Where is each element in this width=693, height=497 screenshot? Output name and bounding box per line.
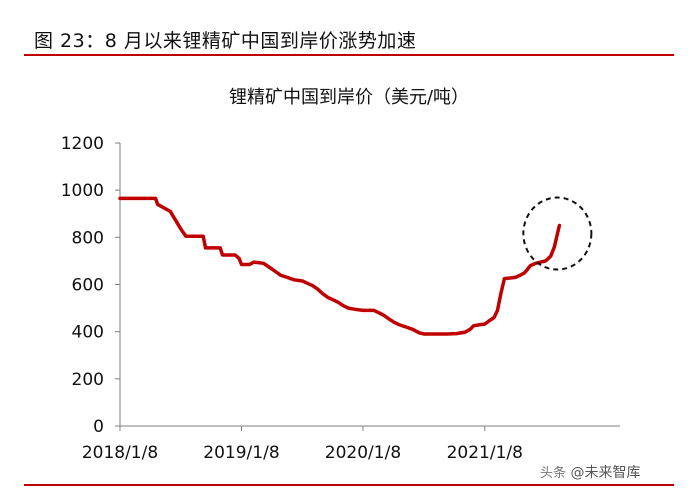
y-tick-labels: 0 200 400 600 800 1000 1200	[61, 134, 104, 437]
watermark-text: @未来智库	[570, 465, 641, 481]
figure-header: 图 23：8 月以来锂精矿中国到岸价涨势加速	[24, 18, 684, 58]
y-tick-label: 800	[72, 228, 104, 248]
series-layer	[118, 196, 562, 336]
y-tick-label: 0	[93, 417, 104, 437]
y-tick-label: 1200	[61, 134, 104, 154]
y-tick-label: 1000	[61, 181, 104, 201]
bottom-rule	[24, 484, 674, 486]
dashed-ellipse-annotation	[522, 196, 593, 271]
x-tick-label: 2018/1/8	[82, 443, 158, 463]
chart-title: 锂精矿中国到岸价（美元/吨）	[229, 87, 469, 108]
axes	[115, 142, 620, 431]
x-tick-label: 2020/1/8	[325, 443, 401, 463]
annotation-layer	[522, 196, 593, 271]
x-tick-label: 2019/1/8	[203, 443, 279, 463]
figure-title: 图 23：8 月以来锂精矿中国到岸价涨势加速	[34, 30, 417, 52]
watermark: 头条 @未来智库	[540, 462, 640, 482]
title-rule	[24, 54, 674, 56]
series-line-0	[118, 196, 562, 336]
y-tick-label: 200	[72, 370, 104, 390]
watermark-prefix: 头条	[540, 466, 567, 481]
y-tick-label: 400	[72, 323, 104, 343]
x-tick-labels: 2018/1/8 2019/1/8 2020/1/8 2021/1/8	[82, 443, 523, 463]
y-tick-label: 600	[72, 276, 104, 296]
x-tick-label: 2021/1/8	[447, 443, 523, 463]
